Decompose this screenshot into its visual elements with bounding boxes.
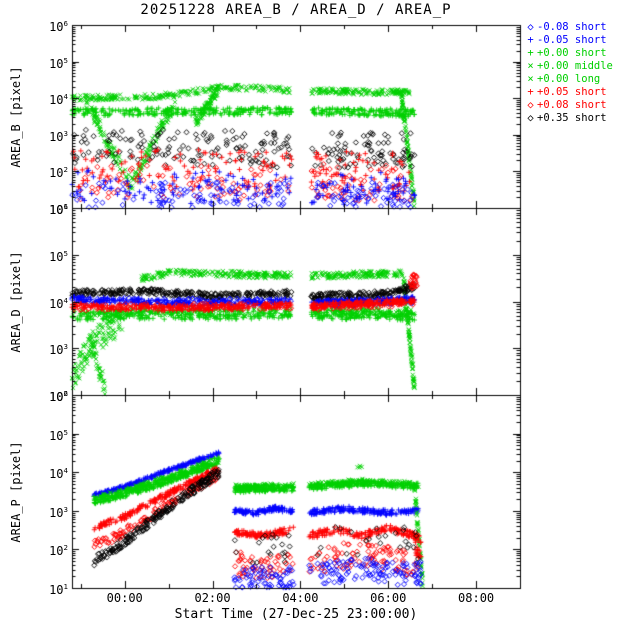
y-tick-label: 103: [49, 342, 68, 358]
legend-label: +0.00 long: [537, 73, 601, 85]
cross-marker-icon: ×: [527, 60, 534, 72]
diamond-marker-icon: ◇: [527, 99, 534, 111]
y-tick-label: 104: [49, 92, 68, 108]
legend-label: -0.05 short: [537, 34, 607, 46]
legend-item: ◇ +0.08 short: [524, 99, 607, 112]
x-axis-title: Start Time (27-Dec-25 23:00:00): [174, 607, 418, 622]
x-tick-label: 00:00: [106, 591, 143, 605]
y-axis-title: AREA_D [pixel]: [9, 250, 23, 353]
y-tick-label: 105: [49, 427, 68, 443]
y-tick-label: 104: [49, 295, 68, 311]
legend-item: × +0.00 middle: [524, 60, 613, 73]
legend-item: × +0.00 long: [524, 73, 600, 86]
y-tick-label: 105: [49, 55, 68, 71]
y-tick-label: 106: [49, 202, 68, 217]
plus-marker-icon: +: [527, 47, 534, 59]
legend-label: +0.08 short: [537, 99, 607, 111]
x-tick-label: 08:00: [458, 591, 495, 605]
plus-marker-icon: +: [527, 34, 534, 46]
x-tick-label: 02:00: [194, 591, 231, 605]
legend-label: +0.35 short: [537, 112, 607, 124]
y-tick-label: 101: [49, 202, 68, 217]
y-tick-label: 104: [49, 466, 68, 482]
plot-title: 20251228 AREA_B / AREA_D / AREA_P: [140, 2, 452, 18]
legend-label: +0.05 short: [537, 86, 607, 98]
legend-item: ◇ +0.35 short: [524, 112, 607, 125]
y-tick-label: 105: [49, 248, 68, 264]
y-axis-title: AREA_P [pixel]: [9, 440, 23, 543]
legend-item: + +0.00 short: [524, 47, 607, 60]
legend-label: +0.00 middle: [537, 60, 613, 72]
y-tick-label: 103: [49, 504, 68, 520]
legend-label: +0.00 short: [537, 47, 607, 59]
y-axis-title: AREA_B [pixel]: [9, 65, 23, 168]
y-tick-label: 101: [49, 582, 68, 597]
cross-marker-icon: ×: [527, 73, 534, 85]
diamond-marker-icon: ◇: [527, 112, 534, 124]
y-tick-label: 103: [49, 128, 68, 144]
diamond-marker-icon: ◇: [527, 21, 534, 33]
x-tick-label: 04:00: [282, 591, 319, 605]
y-tick-label: 102: [49, 165, 68, 181]
plus-marker-icon: +: [527, 86, 534, 98]
legend-label: -0.08 short: [537, 21, 607, 33]
y-tick-label: 102: [49, 543, 68, 559]
y-tick-label: 102: [49, 389, 68, 404]
y-tick-label: 106: [49, 389, 68, 404]
x-tick-label: 06:00: [370, 591, 407, 605]
legend-item: + +0.05 short: [524, 86, 607, 99]
legend-item: + -0.05 short: [524, 34, 607, 47]
legend-item: ◇ -0.08 short: [524, 21, 607, 34]
y-tick-label: 106: [49, 19, 68, 34]
